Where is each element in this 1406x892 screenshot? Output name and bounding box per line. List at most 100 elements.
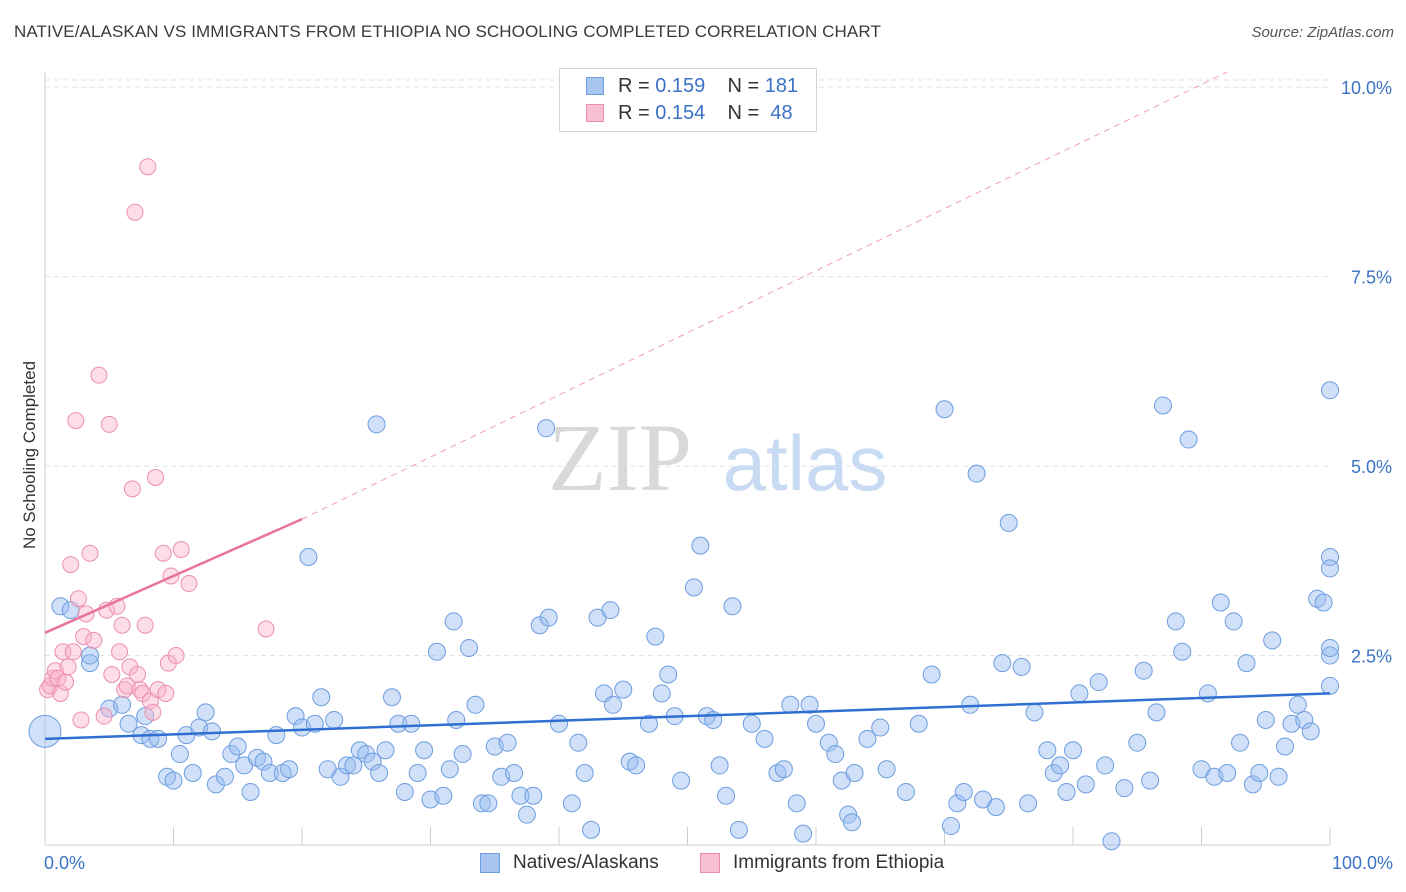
point-natives-152 bbox=[1198, 684, 1217, 703]
point-natives-16 bbox=[183, 764, 202, 783]
point-natives-84 bbox=[614, 680, 633, 699]
point-natives-22 bbox=[222, 745, 241, 764]
point-ethiopia-16 bbox=[81, 544, 99, 562]
point-natives-1 bbox=[51, 597, 70, 616]
y-tick-label-3: 10.0% bbox=[1341, 78, 1392, 98]
point-natives-20 bbox=[206, 775, 225, 794]
point-natives-118 bbox=[877, 760, 896, 779]
point-natives-115 bbox=[845, 764, 864, 783]
point-natives-129 bbox=[999, 513, 1018, 532]
legend-n-label: N = bbox=[727, 74, 760, 97]
point-natives-89 bbox=[652, 684, 671, 703]
point-natives-102 bbox=[755, 729, 774, 748]
point-natives-142 bbox=[1115, 779, 1134, 798]
point-natives-46 bbox=[370, 764, 389, 783]
point-ethiopia-11 bbox=[67, 412, 85, 430]
point-natives-18 bbox=[196, 703, 215, 722]
point-natives-144 bbox=[1134, 661, 1153, 680]
points-natives bbox=[28, 381, 1339, 851]
point-natives-40 bbox=[337, 756, 356, 775]
point-ethiopia-7 bbox=[57, 673, 75, 691]
point-natives-109 bbox=[807, 714, 825, 733]
point-natives-57 bbox=[440, 760, 459, 779]
x-tick-label-1: 100.0% bbox=[1332, 853, 1393, 873]
point-natives-158 bbox=[1237, 654, 1256, 673]
point-natives-61 bbox=[460, 638, 479, 657]
point-natives-77 bbox=[569, 733, 588, 752]
point-natives-134 bbox=[1044, 764, 1063, 783]
watermark-zip: ZIP bbox=[548, 404, 692, 511]
point-ethiopia-30 bbox=[126, 203, 144, 221]
point-ethiopia-44 bbox=[167, 647, 185, 665]
legend-r-label: R = bbox=[618, 101, 650, 124]
point-natives-99 bbox=[723, 597, 742, 616]
trend-line-natives bbox=[44, 692, 1331, 741]
point-ethiopia-46 bbox=[180, 575, 198, 593]
point-ethiopia-35 bbox=[139, 158, 157, 176]
point-natives-32 bbox=[286, 707, 305, 726]
point-ethiopia-41 bbox=[157, 684, 175, 702]
point-natives-179 bbox=[967, 464, 986, 483]
point-ethiopia-45 bbox=[172, 540, 190, 558]
chart-title: NATIVE/ALASKAN VS IMMIGRANTS FROM ETHIOP… bbox=[14, 22, 881, 41]
watermark: ZIP atlas bbox=[548, 404, 887, 511]
point-ethiopia-17 bbox=[85, 631, 103, 649]
point-natives-166 bbox=[1288, 695, 1307, 714]
legend-swatch-natives bbox=[480, 853, 500, 873]
point-natives-150 bbox=[1179, 430, 1198, 449]
point-natives-156 bbox=[1224, 612, 1243, 631]
y-tick-label-0: 2.5% bbox=[1351, 647, 1392, 667]
point-natives-108 bbox=[800, 695, 819, 714]
point-natives-101 bbox=[742, 714, 761, 733]
legend-n-value-natives: 181 bbox=[764, 74, 799, 97]
point-natives-71 bbox=[524, 786, 543, 805]
point-natives-173 bbox=[1321, 676, 1339, 695]
point-natives-69 bbox=[511, 786, 530, 805]
point-natives-149 bbox=[1173, 642, 1192, 661]
point-natives-53 bbox=[415, 741, 434, 760]
point-natives-45 bbox=[367, 415, 386, 434]
point-natives-4 bbox=[80, 646, 99, 665]
point-natives-178 bbox=[993, 654, 1012, 673]
point-natives-56 bbox=[434, 786, 453, 805]
point-ethiopia-6 bbox=[54, 643, 72, 661]
point-natives-31 bbox=[280, 760, 299, 779]
point-natives-100 bbox=[729, 820, 748, 839]
y-tick-label-1: 5.0% bbox=[1351, 457, 1392, 477]
point-ethiopia-24 bbox=[111, 643, 129, 661]
point-natives-70 bbox=[517, 805, 536, 824]
point-ethiopia-14 bbox=[75, 628, 93, 646]
point-natives-163 bbox=[1269, 767, 1288, 786]
point-ethiopia-31 bbox=[129, 665, 147, 683]
point-natives-86 bbox=[627, 756, 646, 775]
point-natives-13 bbox=[164, 771, 183, 790]
point-natives-116 bbox=[858, 729, 877, 748]
point-natives-121 bbox=[922, 665, 941, 684]
legend-r-label: R = bbox=[618, 74, 650, 97]
trend-line-ethiopia bbox=[44, 517, 303, 634]
point-natives-58 bbox=[444, 612, 463, 631]
point-natives-119 bbox=[896, 782, 915, 801]
point-natives-21 bbox=[215, 767, 234, 786]
point-natives-104 bbox=[774, 760, 793, 779]
point-natives-138 bbox=[1076, 775, 1095, 794]
point-natives-92 bbox=[672, 771, 691, 790]
point-natives-68 bbox=[505, 764, 524, 783]
source-credit: Source: ZipAtlas.com bbox=[1251, 24, 1394, 41]
legend-label-natives: Natives/Alaskans bbox=[513, 852, 659, 873]
point-natives-164 bbox=[1276, 737, 1295, 756]
point-natives-34 bbox=[299, 548, 318, 567]
point-natives-0 bbox=[28, 714, 62, 748]
point-ethiopia-34 bbox=[136, 616, 154, 634]
legend-n-value-ethiopia: 48 bbox=[770, 101, 793, 124]
grid-lines bbox=[45, 79, 1330, 657]
point-ethiopia-10 bbox=[64, 643, 82, 661]
point-natives-175 bbox=[1321, 559, 1339, 578]
point-natives-141 bbox=[1102, 832, 1121, 851]
tick-labels: 2.5% 5.0% 7.5% 10.0% 0.0% 100.0% bbox=[44, 78, 1393, 873]
point-natives-159 bbox=[1243, 775, 1262, 794]
point-natives-73 bbox=[537, 419, 556, 438]
point-natives-137 bbox=[1064, 741, 1082, 760]
point-natives-6 bbox=[113, 695, 132, 714]
point-natives-139 bbox=[1089, 673, 1108, 692]
